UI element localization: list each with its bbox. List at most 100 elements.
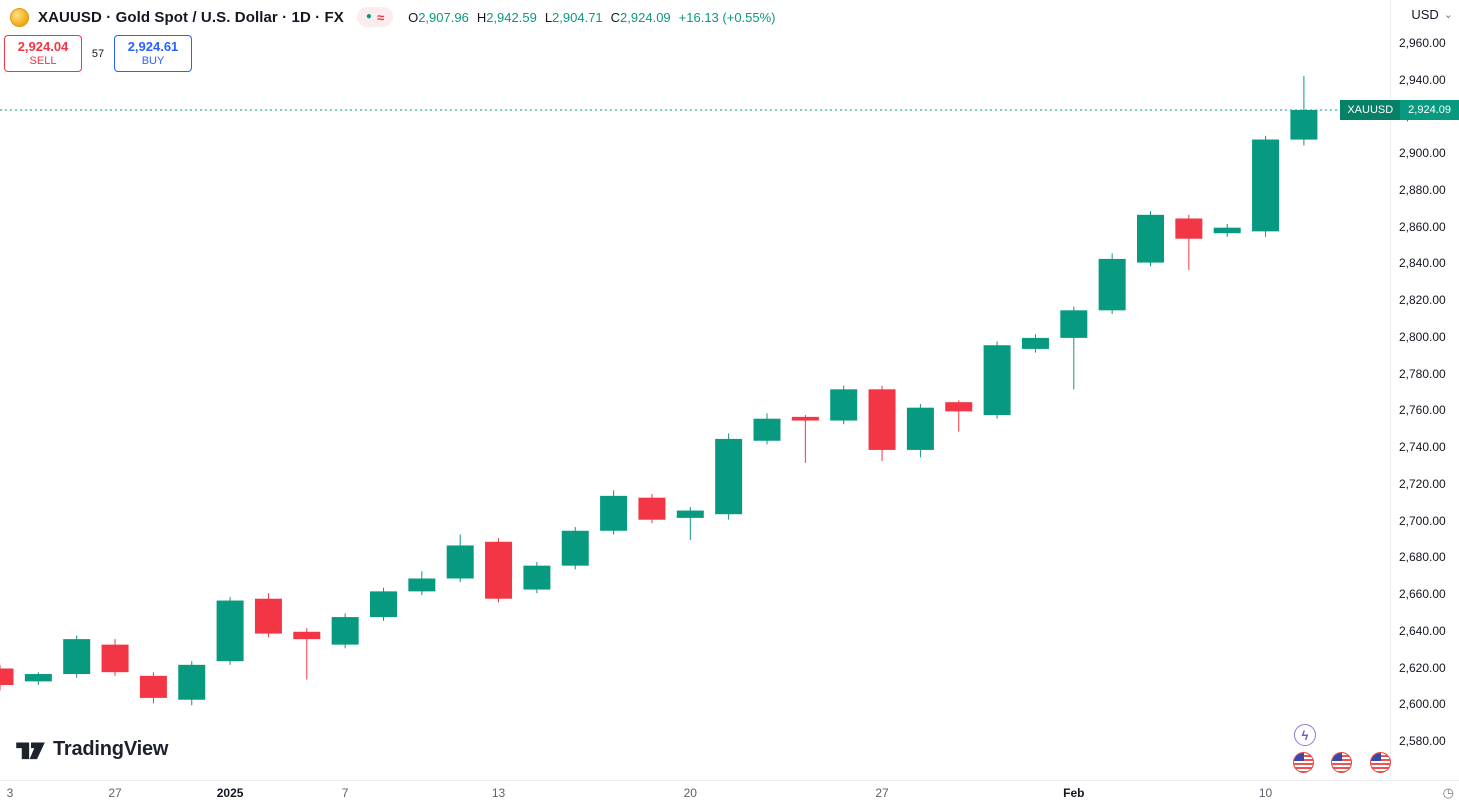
ohlc-values: O2,907.96 H2,942.59 L2,904.71 C2,924.09 …	[408, 10, 775, 25]
time-axis-settings-icon[interactable]: ◷	[1442, 785, 1454, 800]
candle-body	[715, 438, 743, 515]
price-axis-label: 2,740.00	[1399, 440, 1446, 455]
candle-body	[753, 418, 781, 441]
candle-body	[1213, 227, 1241, 234]
currency-label: USD	[1411, 7, 1439, 22]
candle-body	[983, 345, 1011, 416]
candle-body	[906, 407, 934, 450]
time-axis-label: 2025	[216, 786, 244, 800]
price-axis-label: 2,780.00	[1399, 366, 1446, 381]
time-axis-label: 27	[108, 786, 122, 800]
candle-body	[1060, 310, 1088, 338]
candle-body	[1252, 139, 1280, 232]
sell-price: 2,924.04	[17, 38, 69, 54]
low-value: 2,904.71	[552, 9, 603, 25]
price-axis-label: 2,940.00	[1399, 72, 1446, 87]
candle-body	[830, 389, 858, 421]
candlestick-chart[interactable]	[0, 0, 1459, 780]
us-flag-icon[interactable]	[1370, 752, 1391, 773]
market-status-pill[interactable]: ● ≈	[356, 7, 394, 27]
candle-body	[446, 545, 474, 579]
currency-selector[interactable]: USD ⌄	[1411, 7, 1453, 22]
last-price-tag: XAUUSD 2,924.09	[1340, 99, 1459, 120]
price-axis-label: 2,820.00	[1399, 293, 1446, 308]
open-value: 2,907.96	[418, 9, 469, 25]
chart-header: XAUUSD · Gold Spot / U.S. Dollar · 1D · …	[0, 0, 1459, 34]
candle-body	[1290, 109, 1318, 140]
candle-body	[676, 510, 704, 518]
delayed-data-icon: ≈	[376, 9, 385, 25]
last-price-tag-symbol: XAUUSD	[1340, 99, 1401, 120]
candle-body	[254, 598, 282, 634]
candle-body	[139, 675, 167, 698]
price-axis-label: 2,720.00	[1399, 476, 1446, 491]
sell-label: SELL	[29, 54, 57, 67]
price-axis-label: 2,640.00	[1399, 623, 1446, 638]
last-price-tag-value: 2,924.09	[1400, 99, 1459, 120]
candle-body	[1175, 218, 1203, 239]
candle-body	[178, 664, 206, 700]
time-axis[interactable]: ◷ 3 27 2025 7 13 20 27 Feb 10	[0, 780, 1459, 804]
low-label: L	[544, 9, 553, 25]
us-flag-icon[interactable]	[1293, 752, 1314, 773]
high-label: H	[476, 9, 487, 25]
us-flag-icon[interactable]	[1331, 752, 1352, 773]
buy-label: BUY	[141, 54, 165, 67]
candle-body	[24, 674, 52, 682]
time-axis-label: 3	[6, 786, 14, 800]
price-axis-label: 2,860.00	[1399, 219, 1446, 234]
candle-body	[1098, 258, 1126, 311]
time-axis-label: 27	[875, 786, 889, 800]
price-axis-label: 2,760.00	[1399, 403, 1446, 418]
candle-body	[370, 591, 397, 618]
price-axis-label: 2,700.00	[1399, 513, 1446, 528]
candle-body	[791, 416, 819, 421]
time-axis-label: 20	[683, 786, 697, 800]
spread-value: 57	[91, 47, 105, 60]
candle-body	[600, 495, 628, 531]
trade-panel: 2,924.04 SELL 57 2,924.61 BUY	[4, 35, 192, 72]
events-lightning-icon[interactable]: ϟ	[1294, 724, 1316, 746]
candle-body	[945, 402, 973, 412]
time-axis-label: 13	[491, 786, 506, 800]
candle-body	[293, 631, 321, 640]
candle-body	[1137, 214, 1164, 263]
sell-button[interactable]: 2,924.04 SELL	[4, 35, 82, 72]
price-axis[interactable]: 2,960.002,940.002,920.002,900.002,880.00…	[1390, 0, 1459, 780]
candle-body	[0, 668, 14, 686]
candle-body	[523, 565, 551, 590]
candle-body	[485, 541, 513, 599]
buy-price: 2,924.61	[127, 38, 179, 54]
open-label: O	[408, 9, 419, 25]
candle-body	[408, 578, 436, 592]
candle-body	[638, 497, 666, 520]
symbol-title[interactable]: XAUUSD · Gold Spot / U.S. Dollar · 1D · …	[38, 8, 344, 26]
price-axis-label: 2,600.00	[1399, 697, 1446, 712]
price-axis-label: 2,680.00	[1399, 550, 1446, 565]
gold-symbol-icon	[10, 7, 29, 27]
close-label: C	[610, 9, 621, 25]
tradingview-logo-icon	[16, 742, 45, 760]
candle-body	[216, 600, 244, 662]
price-axis-label: 2,840.00	[1399, 256, 1446, 271]
candle-body	[331, 617, 359, 645]
price-axis-label: 2,580.00	[1399, 733, 1446, 748]
price-axis-label: 2,960.00	[1399, 36, 1446, 50]
close-value: 2,924.09	[620, 9, 671, 25]
candle-body	[101, 644, 129, 673]
buy-button[interactable]: 2,924.61 BUY	[114, 35, 192, 72]
price-axis-label: 2,800.00	[1399, 329, 1446, 344]
tradingview-logo-text: TradingView	[53, 737, 169, 760]
time-axis-label: Feb	[1063, 786, 1085, 800]
price-axis-label: 2,880.00	[1399, 182, 1446, 197]
candle-body	[561, 530, 589, 566]
time-axis-label: 10	[1258, 786, 1273, 800]
high-value: 2,942.59	[486, 9, 537, 25]
tradingview-logo[interactable]: TradingView	[16, 737, 168, 761]
candle-body	[63, 639, 91, 675]
price-axis-label: 2,900.00	[1399, 146, 1446, 161]
chevron-down-icon: ⌄	[1443, 9, 1453, 21]
candle-body	[1021, 337, 1049, 349]
time-axis-label: 7	[341, 786, 349, 800]
